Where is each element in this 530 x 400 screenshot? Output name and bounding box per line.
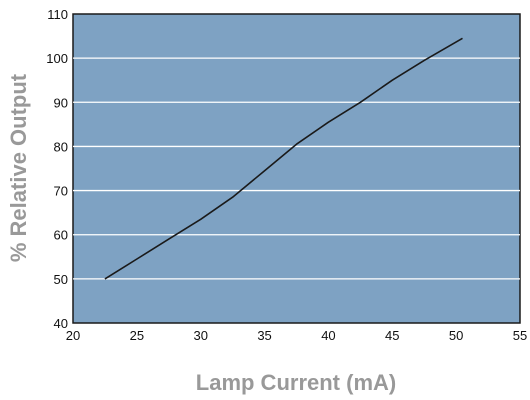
- x-tick-label: 30: [193, 328, 207, 343]
- x-tick-label: 40: [321, 328, 335, 343]
- x-tick-labels: 20 25 30 35 40 45 50 55: [66, 328, 527, 343]
- y-axis-title: % Relative Output: [6, 73, 31, 262]
- x-tick-label: 25: [130, 328, 144, 343]
- y-tick-label: 110: [47, 7, 68, 22]
- y-tick-label: 70: [54, 184, 68, 199]
- gridlines: [73, 57, 520, 280]
- series-line: [104, 37, 463, 280]
- y-tick-label: 50: [54, 272, 68, 287]
- y-tick-label: 60: [54, 228, 68, 243]
- y-tick-label: 80: [54, 139, 68, 154]
- y-tick-label: 40: [54, 316, 68, 331]
- y-tick-label: 100: [46, 51, 68, 66]
- x-tick-label: 20: [66, 328, 80, 343]
- x-tick-label: 55: [513, 328, 527, 343]
- series-layer: [104, 37, 463, 280]
- plot-area: [72, 13, 521, 324]
- x-tick-label: 45: [385, 328, 399, 343]
- y-tick-label: 90: [54, 95, 68, 110]
- x-tick-label: 50: [449, 328, 463, 343]
- y-tick-labels: 40 50 60 70 80 90 100 110: [46, 7, 68, 331]
- x-axis-title: Lamp Current (mA): [196, 370, 396, 395]
- x-tick-label: 35: [257, 328, 271, 343]
